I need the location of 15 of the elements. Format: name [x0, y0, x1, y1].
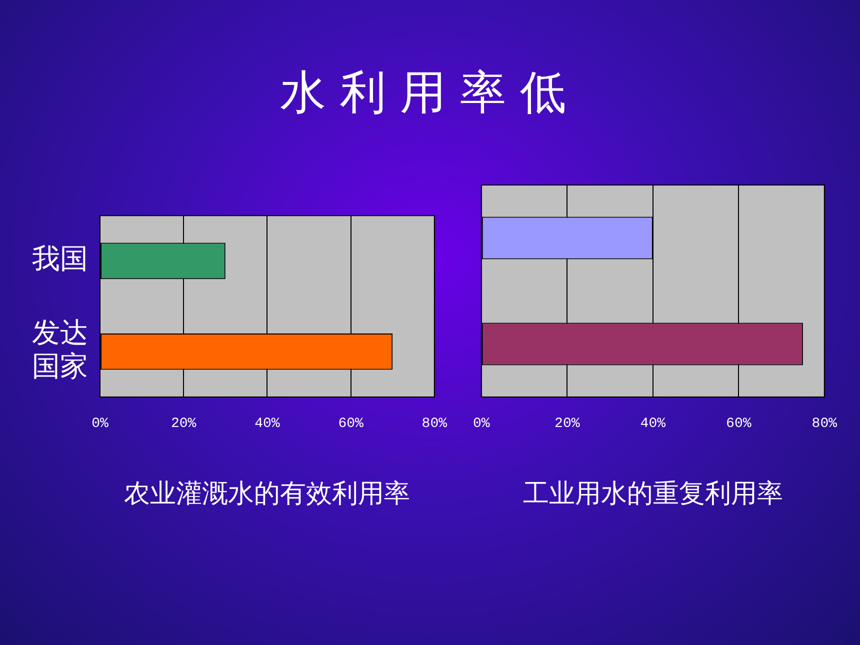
- x-axis-title: 农业灌溉水的有效利用率: [124, 479, 410, 510]
- x-tick-label: 0%: [472, 416, 490, 432]
- x-tick-label: 40%: [640, 416, 666, 432]
- x-axis-title: 工业用水的重复利用率: [522, 479, 783, 510]
- y-tick-label: 我国: [32, 242, 88, 276]
- x-tick-label: 80%: [422, 416, 448, 432]
- x-tick-label: 20%: [170, 416, 197, 432]
- x-tick-label: 60%: [338, 416, 364, 432]
- x-tick-label: 60%: [726, 416, 752, 432]
- x-tick-label: 40%: [254, 416, 280, 432]
- chart-title: 水利用率低: [279, 64, 581, 121]
- x-tick-label: 80%: [812, 416, 838, 432]
- y-tick-label: 发达国家: [32, 316, 88, 383]
- x-tick-label: 0%: [92, 416, 109, 432]
- x-tick-label: 20%: [554, 416, 580, 432]
